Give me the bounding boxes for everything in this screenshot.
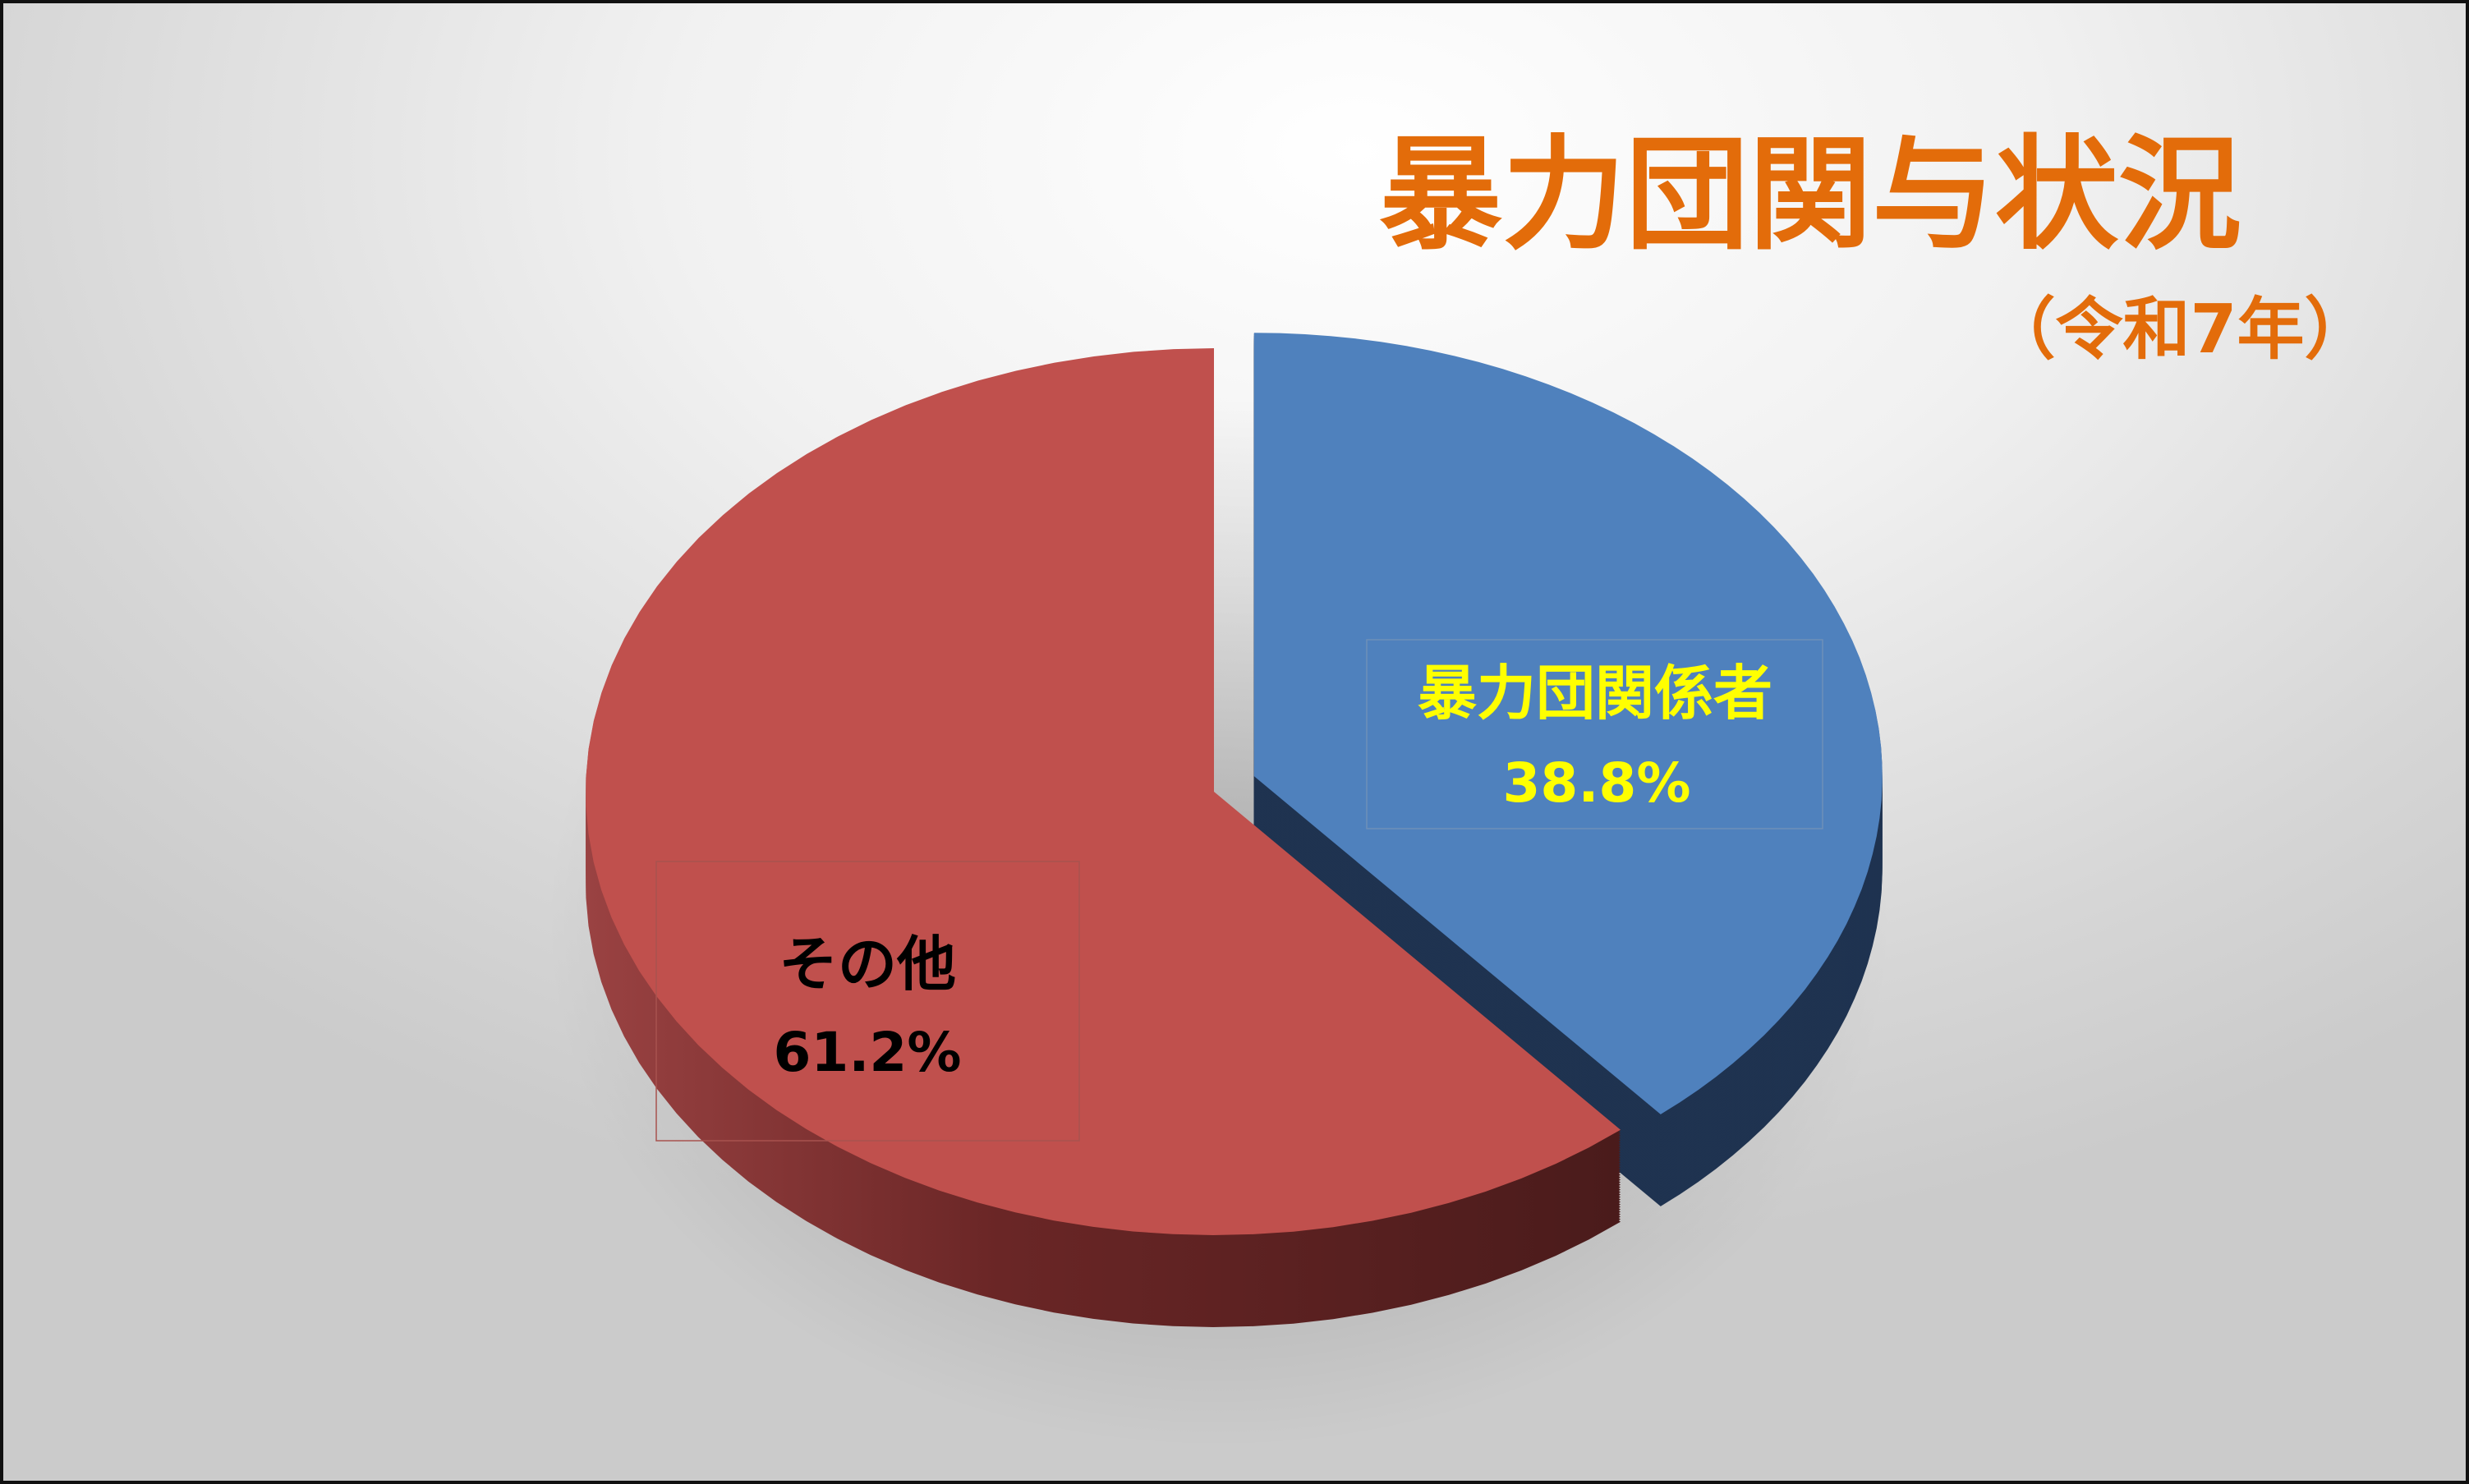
chart-subtitle: （令和7年） (1988, 291, 2371, 369)
slice-label-0: 暴力団関係者 (1418, 659, 1772, 728)
chart-area: 暴力団関与状況 （令和7年） 暴力団関係者 38.8% その他 61.2% (3, 3, 2466, 1481)
label-box-slice-0 (1366, 639, 1823, 829)
slice-label-1: その他 (779, 930, 956, 999)
pie-slice-0 (1253, 333, 1883, 1114)
pie-slice-1 (586, 348, 1621, 1235)
slice-value-label-0: 38.8% (1503, 751, 1691, 815)
slice-value-label-1: 61.2% (774, 1021, 962, 1084)
pie-chart: 暴力団関与状況 （令和7年） 暴力団関係者 38.8% その他 61.2% (545, 124, 2372, 1449)
label-box-slice-1 (655, 861, 1080, 1142)
chart-title: 暴力団関与状況 (1379, 124, 2241, 267)
